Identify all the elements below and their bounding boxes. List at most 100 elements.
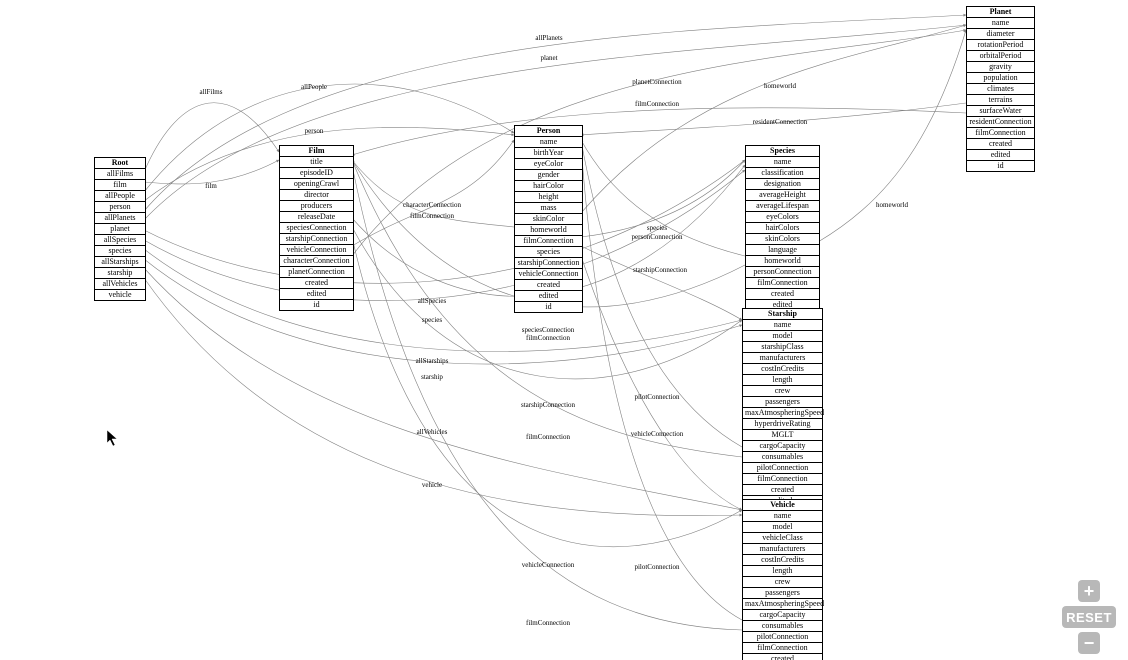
node-field[interactable]: gender bbox=[515, 170, 582, 181]
node-field[interactable]: residentConnection bbox=[967, 117, 1034, 128]
node-field[interactable]: consumables bbox=[743, 452, 822, 463]
node-field[interactable]: film bbox=[95, 180, 145, 191]
node-field[interactable]: id bbox=[515, 302, 582, 312]
node-field[interactable]: mass bbox=[515, 203, 582, 214]
node-field[interactable]: costInCredits bbox=[743, 364, 822, 375]
node-field[interactable]: designation bbox=[746, 179, 819, 190]
node-field[interactable]: name bbox=[743, 511, 822, 522]
node-vehicle[interactable]: VehiclenamemodelvehicleClassmanufacturer… bbox=[742, 499, 823, 660]
node-field[interactable]: name bbox=[967, 18, 1034, 29]
node-field[interactable]: edited bbox=[515, 291, 582, 302]
node-field[interactable]: name bbox=[743, 320, 822, 331]
node-field[interactable]: filmConnection bbox=[743, 643, 822, 654]
node-field[interactable]: filmConnection bbox=[515, 236, 582, 247]
node-field[interactable]: model bbox=[743, 522, 822, 533]
node-root[interactable]: RootallFilmsfilmallPeoplepersonallPlanet… bbox=[94, 157, 146, 301]
node-field[interactable]: created bbox=[743, 654, 822, 660]
node-field[interactable]: title bbox=[280, 157, 353, 168]
node-field[interactable]: averageHeight bbox=[746, 190, 819, 201]
node-field[interactable]: name bbox=[746, 157, 819, 168]
node-field[interactable]: gravity bbox=[967, 62, 1034, 73]
node-field[interactable]: rotationPeriod bbox=[967, 40, 1034, 51]
node-field[interactable]: allFilms bbox=[95, 169, 145, 180]
node-field[interactable]: characterConnection bbox=[280, 256, 353, 267]
node-field[interactable]: planet bbox=[95, 224, 145, 235]
node-field[interactable]: producers bbox=[280, 201, 353, 212]
node-field[interactable]: starshipClass bbox=[743, 342, 822, 353]
node-field[interactable]: id bbox=[280, 300, 353, 310]
node-field[interactable]: eyeColors bbox=[746, 212, 819, 223]
node-field[interactable]: created bbox=[280, 278, 353, 289]
node-species[interactable]: Speciesnameclassificationdesignationaver… bbox=[745, 145, 820, 322]
node-field[interactable]: hyperdriveRating bbox=[743, 419, 822, 430]
node-field[interactable]: surfaceWater bbox=[967, 106, 1034, 117]
node-field[interactable]: releaseDate bbox=[280, 212, 353, 223]
node-field[interactable]: pilotConnection bbox=[743, 632, 822, 643]
node-field[interactable]: homeworld bbox=[746, 256, 819, 267]
node-field[interactable]: starshipConnection bbox=[515, 258, 582, 269]
node-field[interactable]: name bbox=[515, 137, 582, 148]
node-field[interactable]: created bbox=[967, 139, 1034, 150]
node-field[interactable]: vehicleConnection bbox=[515, 269, 582, 280]
node-field[interactable]: planetConnection bbox=[280, 267, 353, 278]
node-starship[interactable]: StarshipnamemodelstarshipClassmanufactur… bbox=[742, 308, 823, 518]
node-person[interactable]: PersonnamebirthYeareyeColorgenderhairCol… bbox=[514, 125, 583, 313]
node-field[interactable]: created bbox=[515, 280, 582, 291]
node-field[interactable]: language bbox=[746, 245, 819, 256]
node-film[interactable]: FilmtitleepisodeIDopeningCrawldirectorpr… bbox=[279, 145, 354, 311]
node-field[interactable]: population bbox=[967, 73, 1034, 84]
node-field[interactable]: species bbox=[515, 247, 582, 258]
reset-button[interactable]: RESET bbox=[1062, 606, 1116, 628]
node-field[interactable]: allSpecies bbox=[95, 235, 145, 246]
node-field[interactable]: skinColors bbox=[746, 234, 819, 245]
node-field[interactable]: cargoCapacity bbox=[743, 610, 822, 621]
node-field[interactable]: homeworld bbox=[515, 225, 582, 236]
node-field[interactable]: director bbox=[280, 190, 353, 201]
node-field[interactable]: personConnection bbox=[746, 267, 819, 278]
zoom-in-button[interactable]: + bbox=[1078, 580, 1100, 602]
node-field[interactable]: allPeople bbox=[95, 191, 145, 202]
node-field[interactable]: vehicleConnection bbox=[280, 245, 353, 256]
node-field[interactable]: episodeID bbox=[280, 168, 353, 179]
zoom-out-button[interactable]: − bbox=[1078, 632, 1100, 654]
node-planet[interactable]: PlanetnamediameterrotationPeriodorbitalP… bbox=[966, 6, 1035, 172]
node-field[interactable]: terrains bbox=[967, 95, 1034, 106]
node-field[interactable]: edited bbox=[967, 150, 1034, 161]
node-field[interactable]: manufacturers bbox=[743, 353, 822, 364]
node-field[interactable]: model bbox=[743, 331, 822, 342]
node-field[interactable]: created bbox=[743, 485, 822, 496]
node-field[interactable]: allVehicles bbox=[95, 279, 145, 290]
node-field[interactable]: MGLT bbox=[743, 430, 822, 441]
node-field[interactable]: allPlanets bbox=[95, 213, 145, 224]
node-field[interactable]: maxAtmospheringSpeed bbox=[743, 408, 822, 419]
node-field[interactable]: passengers bbox=[743, 588, 822, 599]
node-field[interactable]: edited bbox=[280, 289, 353, 300]
node-field[interactable]: openingCrawl bbox=[280, 179, 353, 190]
node-field[interactable]: averageLifespan bbox=[746, 201, 819, 212]
node-field[interactable]: height bbox=[515, 192, 582, 203]
node-field[interactable]: hairColor bbox=[515, 181, 582, 192]
node-field[interactable]: cargoCapacity bbox=[743, 441, 822, 452]
node-field[interactable]: starshipConnection bbox=[280, 234, 353, 245]
node-field[interactable]: vehicleClass bbox=[743, 533, 822, 544]
node-field[interactable]: allStarships bbox=[95, 257, 145, 268]
node-field[interactable]: classification bbox=[746, 168, 819, 179]
node-field[interactable]: hairColors bbox=[746, 223, 819, 234]
node-field[interactable]: manufacturers bbox=[743, 544, 822, 555]
node-field[interactable]: person bbox=[95, 202, 145, 213]
node-field[interactable]: created bbox=[746, 289, 819, 300]
node-field[interactable]: climates bbox=[967, 84, 1034, 95]
node-field[interactable]: species bbox=[95, 246, 145, 257]
node-field[interactable]: starship bbox=[95, 268, 145, 279]
node-field[interactable]: speciesConnection bbox=[280, 223, 353, 234]
node-field[interactable]: filmConnection bbox=[967, 128, 1034, 139]
node-field[interactable]: filmConnection bbox=[743, 474, 822, 485]
node-field[interactable]: vehicle bbox=[95, 290, 145, 300]
node-field[interactable]: pilotConnection bbox=[743, 463, 822, 474]
node-field[interactable]: birthYear bbox=[515, 148, 582, 159]
node-field[interactable]: skinColor bbox=[515, 214, 582, 225]
node-field[interactable]: costInCredits bbox=[743, 555, 822, 566]
node-field[interactable]: filmConnection bbox=[746, 278, 819, 289]
node-field[interactable]: orbitalPeriod bbox=[967, 51, 1034, 62]
node-field[interactable]: id bbox=[967, 161, 1034, 171]
